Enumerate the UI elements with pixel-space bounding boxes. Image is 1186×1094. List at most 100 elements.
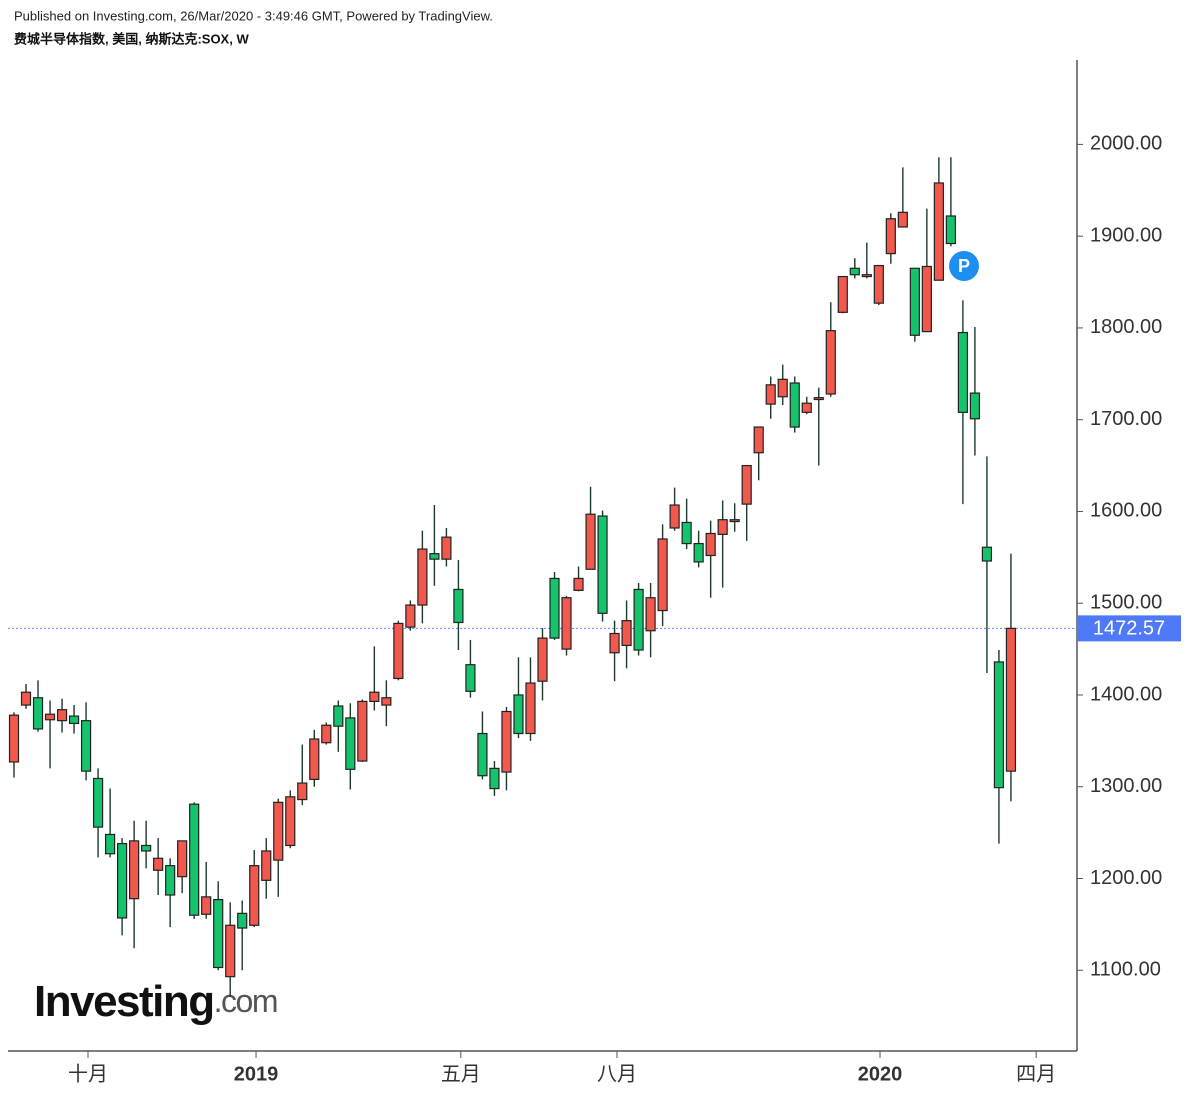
candle-body: [165, 865, 176, 896]
y-tick-label: 2000.00: [1090, 133, 1162, 155]
candle-body: [813, 397, 824, 401]
candle-body: [489, 767, 500, 790]
y-tick-label: 1700.00: [1090, 408, 1162, 430]
candle-body: [417, 548, 428, 606]
candle-body: [369, 691, 380, 702]
price-tag: [1078, 615, 1181, 642]
logo: Investing.com: [34, 977, 277, 1026]
candle-body: [441, 536, 452, 560]
candle-body: [357, 700, 368, 762]
x-tick-label: 四月: [1016, 1063, 1056, 1085]
candle-body: [849, 267, 860, 276]
candle-body: [597, 515, 608, 614]
candle-body: [501, 710, 512, 773]
logo-suffix: .com: [214, 983, 277, 1019]
candle-body: [693, 542, 704, 563]
candle-body: [525, 682, 536, 735]
candle-body: [381, 697, 392, 706]
candle-body: [92, 777, 104, 828]
candle-body: [237, 912, 248, 929]
candle-body: [225, 924, 236, 978]
candle-body: [285, 796, 296, 847]
candle-body: [129, 840, 140, 900]
candle-body: [249, 865, 260, 926]
x-tick-label: 十月: [68, 1062, 108, 1085]
candle-body: [585, 513, 596, 570]
candle-body: [705, 532, 716, 557]
candle-body: [777, 378, 788, 398]
candle-body: [741, 464, 752, 505]
candle-body: [981, 546, 993, 562]
candle-body: [405, 604, 416, 628]
candle-body: [861, 274, 872, 278]
candle-body: [561, 597, 572, 650]
candle-body: [44, 713, 56, 721]
candle-body: [609, 632, 620, 654]
price-tag-label: 1472.57: [1093, 618, 1165, 640]
candle-body: [717, 519, 728, 535]
y-tick-label: 1500.00: [1090, 591, 1162, 613]
candle-body: [921, 265, 932, 333]
candle-body: [345, 717, 356, 770]
y-tick-label: 1400.00: [1090, 683, 1162, 705]
candle-body: [825, 330, 836, 395]
candle-body: [273, 801, 284, 861]
x-tick-label: 2020: [858, 1063, 903, 1085]
candle-body: [801, 402, 812, 413]
candle-body: [117, 843, 128, 919]
y-tick-label: 1200.00: [1090, 867, 1162, 889]
y-tick-label: 1900.00: [1090, 224, 1162, 246]
candle-body: [753, 426, 764, 454]
x-tick-label: 2019: [234, 1063, 279, 1085]
y-tick-label: 1100.00: [1090, 959, 1161, 981]
candle-body: [897, 211, 908, 228]
candle-body: [621, 620, 632, 647]
candle-body: [141, 844, 152, 852]
candle-body: [8, 714, 20, 763]
candle-body: [429, 553, 440, 560]
candle-body: [68, 715, 80, 725]
candle-body: [153, 857, 164, 871]
candle-body: [681, 521, 692, 545]
candle-body: [201, 896, 212, 915]
candle-body: [909, 267, 920, 336]
candle-body: [32, 697, 44, 730]
candle-body: [789, 382, 800, 428]
candle-body: [549, 577, 560, 639]
candle-body: [297, 782, 308, 801]
candle-body: [309, 738, 320, 780]
candle-body: [837, 275, 848, 313]
candle-body: [477, 732, 488, 777]
candle-body: [633, 588, 644, 651]
candle-body: [645, 597, 656, 632]
candle-body: [933, 182, 944, 281]
marker-label: P: [958, 256, 970, 276]
marker: [949, 251, 979, 281]
candle-body: [104, 833, 116, 855]
header: Published on Investing.com, 26/Mar/2020 …: [14, 8, 493, 23]
candle-body: [945, 215, 956, 245]
candle-body: [513, 694, 524, 735]
x-tick-label: 五月: [441, 1063, 481, 1085]
candle-body: [321, 724, 332, 744]
candle-body: [393, 622, 404, 680]
candle-body: [465, 664, 476, 692]
candle-body: [729, 519, 740, 523]
candle-body: [20, 691, 32, 706]
candle-body: [993, 661, 1005, 789]
candle-body: [1005, 627, 1017, 772]
candle-body: [669, 504, 680, 529]
candle-body: [80, 720, 92, 772]
logo-main: Investing: [34, 977, 214, 1026]
candle-body: [765, 384, 776, 405]
candle-body: [885, 218, 896, 255]
candle-body: [537, 637, 548, 682]
candle-body: [453, 588, 464, 624]
candle-body: [969, 392, 981, 420]
y-tick-label: 1800.00: [1090, 316, 1162, 338]
candle-body: [56, 709, 68, 722]
x-tick-label: 八月: [597, 1063, 637, 1085]
candle-body: [177, 840, 188, 878]
